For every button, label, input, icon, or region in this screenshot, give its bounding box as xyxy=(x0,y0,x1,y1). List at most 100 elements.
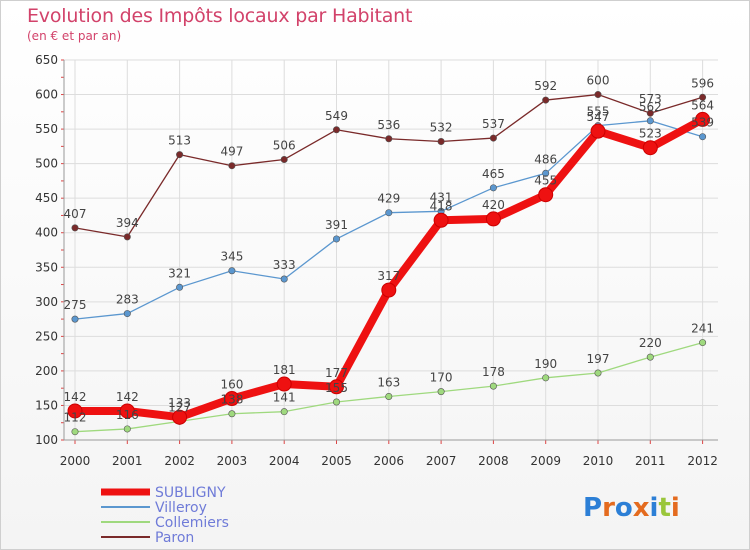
chart-subtitle: (en € et par an) xyxy=(27,29,122,43)
point-collemiers xyxy=(332,398,340,406)
y-tick-label: 200 xyxy=(35,364,58,378)
point-villeroy xyxy=(71,315,79,323)
y-tick-label: 600 xyxy=(35,88,58,102)
data-label-subligny: 564 xyxy=(691,98,714,112)
data-label-collemiers: 116 xyxy=(116,408,139,422)
y-tick-label: 550 xyxy=(35,122,58,136)
data-label-collemiers: 127 xyxy=(168,400,191,414)
data-label-collemiers: 220 xyxy=(639,336,662,350)
data-label-paron: 600 xyxy=(587,74,610,88)
x-tick-label: 2003 xyxy=(217,454,248,468)
data-label-villeroy: 429 xyxy=(377,192,400,206)
x-tick-label: 2002 xyxy=(164,454,195,468)
point-subligny xyxy=(642,140,658,156)
point-paron xyxy=(228,162,236,170)
proxiti-logo: Proxiti xyxy=(583,493,680,523)
data-label-villeroy: 283 xyxy=(116,293,139,307)
point-paron xyxy=(176,151,184,159)
data-label-villeroy: 465 xyxy=(482,167,505,181)
point-collemiers xyxy=(489,382,497,390)
point-paron xyxy=(594,91,602,99)
point-subligny xyxy=(695,111,711,127)
point-subligny xyxy=(172,409,188,425)
point-villeroy xyxy=(280,275,288,283)
point-villeroy xyxy=(542,169,550,177)
data-label-paron: 536 xyxy=(377,118,400,132)
point-collemiers xyxy=(123,425,131,433)
data-label-subligny: 177 xyxy=(325,366,348,380)
y-tick-label: 100 xyxy=(35,433,58,447)
data-label-villeroy: 562 xyxy=(639,100,662,114)
y-tick-label: 250 xyxy=(35,329,58,343)
point-collemiers xyxy=(542,374,550,382)
data-label-paron: 592 xyxy=(534,79,557,93)
legend-label-paron: Paron xyxy=(155,530,194,546)
data-label-paron: 394 xyxy=(116,216,139,230)
data-label-collemiers: 141 xyxy=(273,391,296,405)
data-label-paron: 407 xyxy=(64,207,87,221)
legend-label-subligny: SUBLIGNY xyxy=(155,485,226,501)
data-label-villeroy: 391 xyxy=(325,218,348,232)
data-label-villeroy: 333 xyxy=(273,258,296,272)
data-label-subligny: 142 xyxy=(116,390,139,404)
point-collemiers xyxy=(228,410,236,418)
logo-text: Proxiti xyxy=(583,493,680,523)
x-tick-label: 2010 xyxy=(583,454,614,468)
data-label-subligny: 547 xyxy=(587,110,610,124)
point-paron xyxy=(699,93,707,101)
x-tick-label: 2011 xyxy=(635,454,666,468)
data-label-collemiers: 155 xyxy=(325,381,348,395)
x-tick-label: 2005 xyxy=(321,454,352,468)
point-subligny xyxy=(276,376,292,392)
data-label-subligny: 133 xyxy=(168,396,191,410)
point-paron xyxy=(646,109,654,117)
data-label-paron: 497 xyxy=(220,145,243,159)
data-label-villeroy: 431 xyxy=(430,190,453,204)
point-collemiers xyxy=(699,339,707,347)
x-tick-label: 2006 xyxy=(374,454,405,468)
y-tick-label: 350 xyxy=(35,260,58,274)
point-collemiers xyxy=(280,408,288,416)
data-label-subligny: 455 xyxy=(534,174,557,188)
y-tick-label: 300 xyxy=(35,295,58,309)
point-villeroy xyxy=(228,267,236,275)
x-tick-label: 2009 xyxy=(530,454,561,468)
point-paron xyxy=(489,134,497,142)
data-label-paron: 596 xyxy=(691,76,714,90)
point-villeroy xyxy=(123,310,131,318)
point-villeroy xyxy=(699,133,707,141)
point-collemiers xyxy=(594,369,602,377)
point-subligny xyxy=(381,282,397,298)
data-label-subligny: 181 xyxy=(273,363,296,377)
data-label-collemiers: 138 xyxy=(220,393,243,407)
data-label-paron: 532 xyxy=(430,121,453,135)
point-collemiers xyxy=(646,353,654,361)
data-label-collemiers: 190 xyxy=(534,357,557,371)
data-label-villeroy: 486 xyxy=(534,152,557,166)
point-collemiers xyxy=(71,428,79,436)
data-label-paron: 549 xyxy=(325,109,348,123)
data-label-paron: 513 xyxy=(168,134,191,148)
point-paron xyxy=(542,96,550,104)
data-label-collemiers: 241 xyxy=(691,322,714,336)
point-collemiers xyxy=(385,392,393,400)
point-subligny xyxy=(224,391,240,407)
point-subligny xyxy=(538,187,554,203)
data-label-collemiers: 178 xyxy=(482,365,505,379)
data-label-subligny: 160 xyxy=(220,378,243,392)
point-subligny xyxy=(119,403,135,419)
data-label-villeroy: 539 xyxy=(691,116,714,130)
point-paron xyxy=(332,126,340,134)
legend-label-villeroy: Villeroy xyxy=(155,500,207,516)
data-label-subligny: 418 xyxy=(430,199,453,213)
x-tick-label: 2004 xyxy=(269,454,300,468)
x-tick-label: 2000 xyxy=(60,454,91,468)
point-paron xyxy=(123,233,131,241)
point-paron xyxy=(437,138,445,146)
data-labels: 142 142 133 160 181 177 317 418 420 455 547 523 564 2… xyxy=(64,74,715,425)
data-label-villeroy: 555 xyxy=(587,105,610,119)
point-villeroy xyxy=(489,184,497,192)
